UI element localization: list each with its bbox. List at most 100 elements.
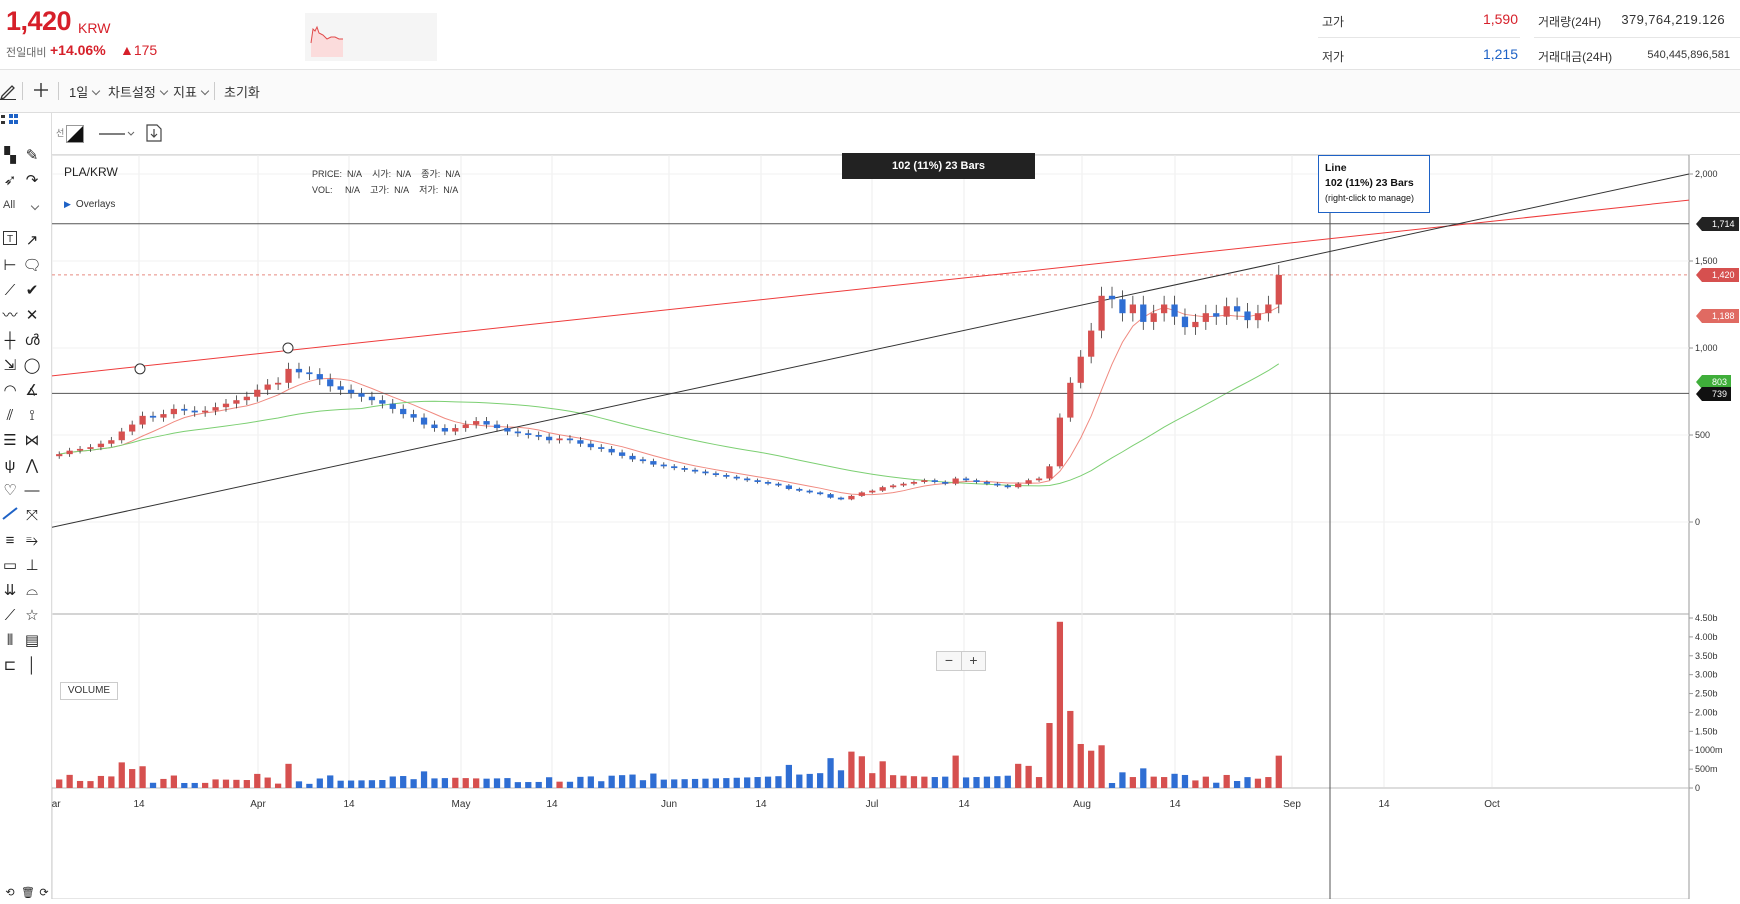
- candles: [56, 265, 1282, 501]
- vertical-line-icon[interactable]: │: [27, 657, 37, 674]
- crosshair-icon[interactable]: [34, 83, 48, 97]
- list-icon[interactable]: [0, 113, 20, 133]
- measure-icon[interactable]: ⤧: [25, 507, 38, 524]
- x-axis-label: Oct: [1484, 799, 1500, 810]
- star-icon[interactable]: ☆: [25, 607, 39, 624]
- vol-label: VOL:: [312, 185, 333, 195]
- vertical-icon[interactable]: ⊏: [3, 657, 17, 674]
- open-value: N/A: [396, 169, 412, 179]
- volume-bar: [493, 778, 501, 788]
- volume-bar: [347, 780, 355, 788]
- ellipse-icon[interactable]: ◯: [23, 357, 41, 374]
- ruler-icon[interactable]: ⟋: [4, 607, 16, 624]
- line-icon[interactable]: [0, 506, 20, 526]
- low-value: 1,215: [1482, 46, 1518, 62]
- polyline-icon[interactable]: 〰: [2, 307, 18, 324]
- projection-icon[interactable]: ⋈: [24, 432, 40, 449]
- crosshair-tool-icon[interactable]: ┼: [4, 332, 16, 349]
- arc-icon[interactable]: ◠: [3, 382, 17, 399]
- candle-body: [1098, 295, 1105, 331]
- volume-bar: [66, 774, 73, 788]
- fill-color-icon[interactable]: [66, 125, 84, 143]
- volume-bar: [483, 778, 490, 788]
- chart-area[interactable]: Mar 14 Apr 14 May 14 Jun 14 Jul 14 Aug 14 Sep 14 Oct 2,…: [43, 153, 1740, 900]
- line-tooltip[interactable]: Line 102 (11%) 23 Bars (right-click to m…: [1318, 155, 1430, 213]
- volume-bar: [577, 776, 584, 788]
- candle-body: [306, 372, 313, 375]
- volume-axis-label: 1.50b: [1695, 726, 1718, 736]
- chevron-down-icon[interactable]: [27, 199, 40, 217]
- save-template-icon[interactable]: [145, 123, 163, 143]
- x-axis-label: May: [452, 799, 471, 810]
- volume-bar: [1056, 621, 1064, 788]
- chart-settings-menu[interactable]: 차트설정: [108, 82, 169, 101]
- angle-icon[interactable]: ∡: [25, 382, 39, 399]
- x-axis-label: 14: [546, 799, 558, 810]
- bottom-settings-icon[interactable]: ⟳: [39, 887, 49, 899]
- bottom-undo-icon[interactable]: ⟲: [5, 887, 15, 899]
- layout-icon[interactable]: ▚: [4, 147, 16, 164]
- lines-icon[interactable]: ≡: [5, 532, 15, 549]
- brush-icon[interactable]: ൾ: [24, 332, 40, 349]
- cross-icon[interactable]: ✕: [25, 307, 39, 324]
- candle-body: [347, 389, 355, 394]
- high-value: 1,590: [1482, 11, 1518, 27]
- pattern-icon[interactable]: ⇲: [3, 357, 17, 374]
- zoom-in-button[interactable]: +: [960, 652, 985, 670]
- candle-body: [650, 461, 657, 465]
- zoom-out-button[interactable]: −: [944, 652, 954, 668]
- volume-bar: [1004, 775, 1011, 788]
- ray-icon[interactable]: ⊢: [3, 257, 17, 274]
- bottom-delete-icon[interactable]: 🗑: [21, 887, 35, 899]
- volume-bar: [723, 778, 730, 788]
- candle-body: [243, 396, 250, 401]
- volume-bar: [702, 778, 709, 788]
- low-value: N/A: [443, 185, 459, 195]
- fan-icon[interactable]: ⟟: [29, 407, 35, 424]
- reset-button[interactable]: 초기화: [224, 85, 260, 100]
- candle-body: [1202, 313, 1209, 322]
- anchor-handle: [134, 363, 146, 375]
- range-icon[interactable]: ⊥: [25, 557, 39, 574]
- text-icon[interactable]: T: [0, 231, 20, 251]
- pencil-icon[interactable]: [0, 80, 16, 101]
- grid-icon[interactable]: ⦀: [6, 632, 14, 649]
- trendline-icon[interactable]: ⟋: [4, 282, 16, 299]
- volume-bar: [1015, 763, 1022, 788]
- hline-icon[interactable]: —: [24, 482, 40, 499]
- gann-icon[interactable]: ⌓: [26, 582, 38, 599]
- channel-icon[interactable]: ⫽: [6, 407, 14, 424]
- heart-icon[interactable]: ♡: [3, 482, 17, 499]
- curve-icon[interactable]: ↷: [25, 172, 39, 189]
- volume-bar: [931, 777, 938, 788]
- rectangle-icon[interactable]: ▭: [2, 557, 18, 574]
- arrow-icon[interactable]: ↗: [25, 232, 39, 249]
- line-style-icon[interactable]: [97, 126, 137, 142]
- all-tools-label[interactable]: All: [3, 199, 16, 211]
- volume-bar: [1161, 777, 1168, 788]
- fib-icon[interactable]: ☰: [3, 432, 17, 449]
- period-select[interactable]: 1일: [69, 82, 101, 101]
- candle-body: [587, 443, 594, 448]
- callout-icon[interactable]: 🗨: [22, 257, 42, 274]
- candle-body: [1244, 311, 1251, 321]
- x-axis-label: Sep: [1283, 799, 1301, 810]
- pen-icon[interactable]: ✎: [25, 147, 39, 164]
- wave-icon[interactable]: ⋀: [25, 457, 39, 474]
- chart-toolbar: 1일 차트설정 지표 초기화: [0, 70, 1740, 113]
- volume-bar: [660, 779, 667, 788]
- check-icon[interactable]: ✔: [25, 282, 39, 299]
- cursor-icon[interactable]: ➶: [3, 172, 17, 189]
- candle-body: [181, 408, 188, 411]
- x-axis-label: Aug: [1073, 799, 1091, 810]
- price-chart[interactable]: Mar 14 Apr 14 May 14 Jun 14 Jul 14 Aug 14 Sep 14 Oct 2,…: [43, 154, 1740, 900]
- pitchfork-icon[interactable]: ψ: [4, 457, 16, 474]
- trend-lines: [51, 155, 1690, 899]
- candle-body: [1171, 304, 1178, 317]
- overlays-toggle[interactable]: ▶ Overlays: [64, 199, 115, 210]
- indicators-menu[interactable]: 지표: [173, 82, 210, 101]
- vline-icon[interactable]: ⇊: [3, 582, 17, 599]
- extended-icon[interactable]: ⥱: [25, 532, 38, 549]
- table-icon[interactable]: ▤: [24, 632, 40, 649]
- volume-bar: [952, 755, 959, 788]
